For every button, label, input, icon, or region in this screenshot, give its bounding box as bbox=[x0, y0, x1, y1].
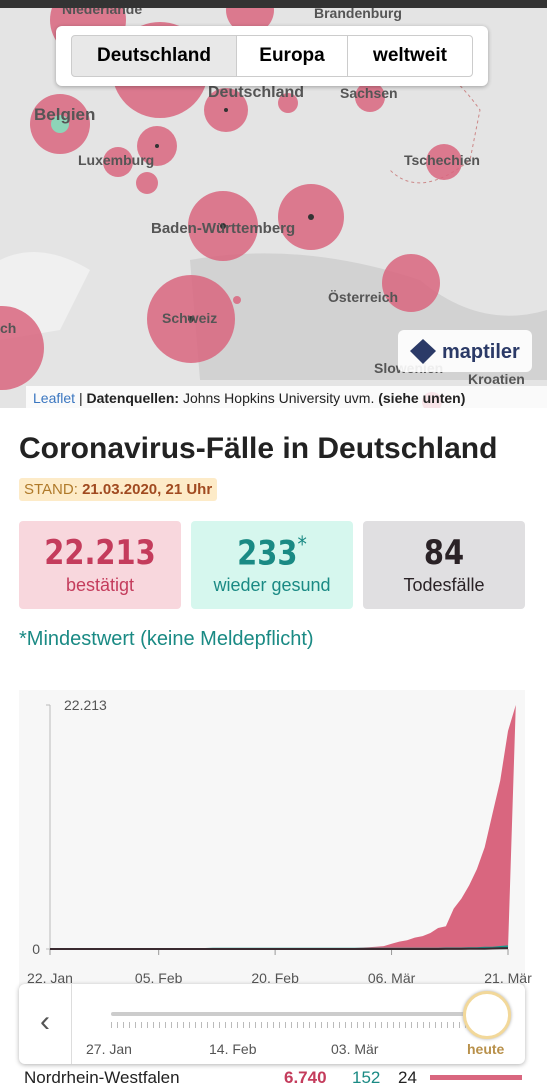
row-deaths: 24 bbox=[398, 1068, 417, 1087]
status-bar bbox=[0, 0, 547, 8]
attribution: Leaflet | Datenquellen: Johns Hopkins Un… bbox=[33, 390, 465, 406]
map-label: Brandenburg bbox=[314, 5, 402, 21]
stat-value: 22.213 bbox=[44, 533, 156, 573]
map-label: Tschechien bbox=[404, 152, 480, 168]
map-label: Kroatien bbox=[468, 371, 525, 387]
stat-recovered: 233* wieder gesund bbox=[191, 521, 353, 609]
x-tick-label: 05. Feb bbox=[135, 970, 183, 986]
back-button[interactable]: ‹ bbox=[19, 984, 72, 1064]
stat-label: Todesfälle bbox=[403, 575, 485, 595]
stat-value: 84 bbox=[423, 533, 465, 573]
stat-deaths: 84 Todesfälle bbox=[363, 521, 525, 609]
slider-handle[interactable] bbox=[463, 991, 511, 1039]
map-label: Österreich bbox=[328, 289, 398, 305]
y-tick-label: 0 bbox=[32, 941, 40, 957]
tab[interactable]: Europa bbox=[236, 35, 348, 77]
stat-label: wieder gesund bbox=[213, 575, 331, 596]
stand: STAND: 21.03.2020, 21 Uhr bbox=[19, 478, 218, 501]
x-tick-label: 21. Mär bbox=[484, 970, 532, 986]
map-label: Sachsen bbox=[340, 85, 398, 101]
leaflet-link[interactable]: Leaflet bbox=[33, 390, 75, 406]
y-tick-label: 22.213 bbox=[64, 697, 107, 713]
row-name: Nordrhein-Westfalen bbox=[24, 1068, 180, 1087]
more-link[interactable]: (siehe unten) bbox=[378, 390, 465, 406]
x-tick-label: 20. Feb bbox=[251, 970, 299, 986]
stat-star: * bbox=[297, 533, 307, 558]
slider-label: 27. Jan bbox=[86, 1041, 132, 1057]
stat-value: 233 bbox=[237, 533, 298, 574]
tab-bar: Deutschland Europa weltweit bbox=[56, 26, 488, 86]
x-tick-label: 22. Jan bbox=[27, 970, 73, 986]
chart: 0 22.213 22. Jan 05. Feb 20. Feb 06. Mär 21. M… bbox=[19, 690, 532, 990]
row-confirmed: 6.740 bbox=[284, 1068, 327, 1087]
map-label: Schweiz bbox=[162, 310, 217, 326]
stand-label: STAND: bbox=[24, 481, 78, 498]
stat-confirmed: 22.213 bestätigt bbox=[19, 521, 181, 609]
source-label: Datenquellen: bbox=[86, 390, 179, 406]
row-recovered: 152 bbox=[352, 1068, 381, 1087]
footnote: *Mindestwert (keine Meldepflicht) bbox=[19, 628, 314, 650]
map-label: Luxemburg bbox=[78, 152, 154, 168]
tab[interactable]: weltweit bbox=[347, 35, 473, 77]
map-label: Deutschland bbox=[208, 84, 304, 101]
slider-label: 14. Feb bbox=[209, 1041, 257, 1057]
title: Coronavirus-Fälle in Deutschland bbox=[19, 432, 498, 465]
map-label: ch bbox=[0, 320, 16, 336]
row-bar bbox=[430, 1075, 522, 1080]
line bbox=[50, 947, 509, 950]
slider-label: 03. Mär bbox=[331, 1041, 379, 1057]
source: Johns Hopkins University uvm. bbox=[183, 390, 374, 406]
x-tick-label: 06. Mär bbox=[368, 970, 416, 986]
stat-label: bestätigt bbox=[65, 575, 135, 595]
slider-label: heute bbox=[467, 1041, 505, 1057]
area bbox=[50, 705, 516, 949]
slider-track bbox=[111, 1012, 491, 1016]
time-slider: ‹ 27. Jan 14. Feb 03. Mär heute bbox=[19, 984, 525, 1064]
map-logo: maptiler bbox=[442, 341, 520, 363]
map-label: Baden-Württemberg bbox=[151, 220, 295, 237]
tab[interactable]: Deutschland bbox=[71, 35, 237, 77]
map-label: Belgien bbox=[34, 105, 95, 124]
sep: | bbox=[79, 390, 83, 406]
stand-date: 21.03.2020, 21 Uhr bbox=[82, 481, 213, 498]
slider-ticks bbox=[111, 1022, 481, 1028]
